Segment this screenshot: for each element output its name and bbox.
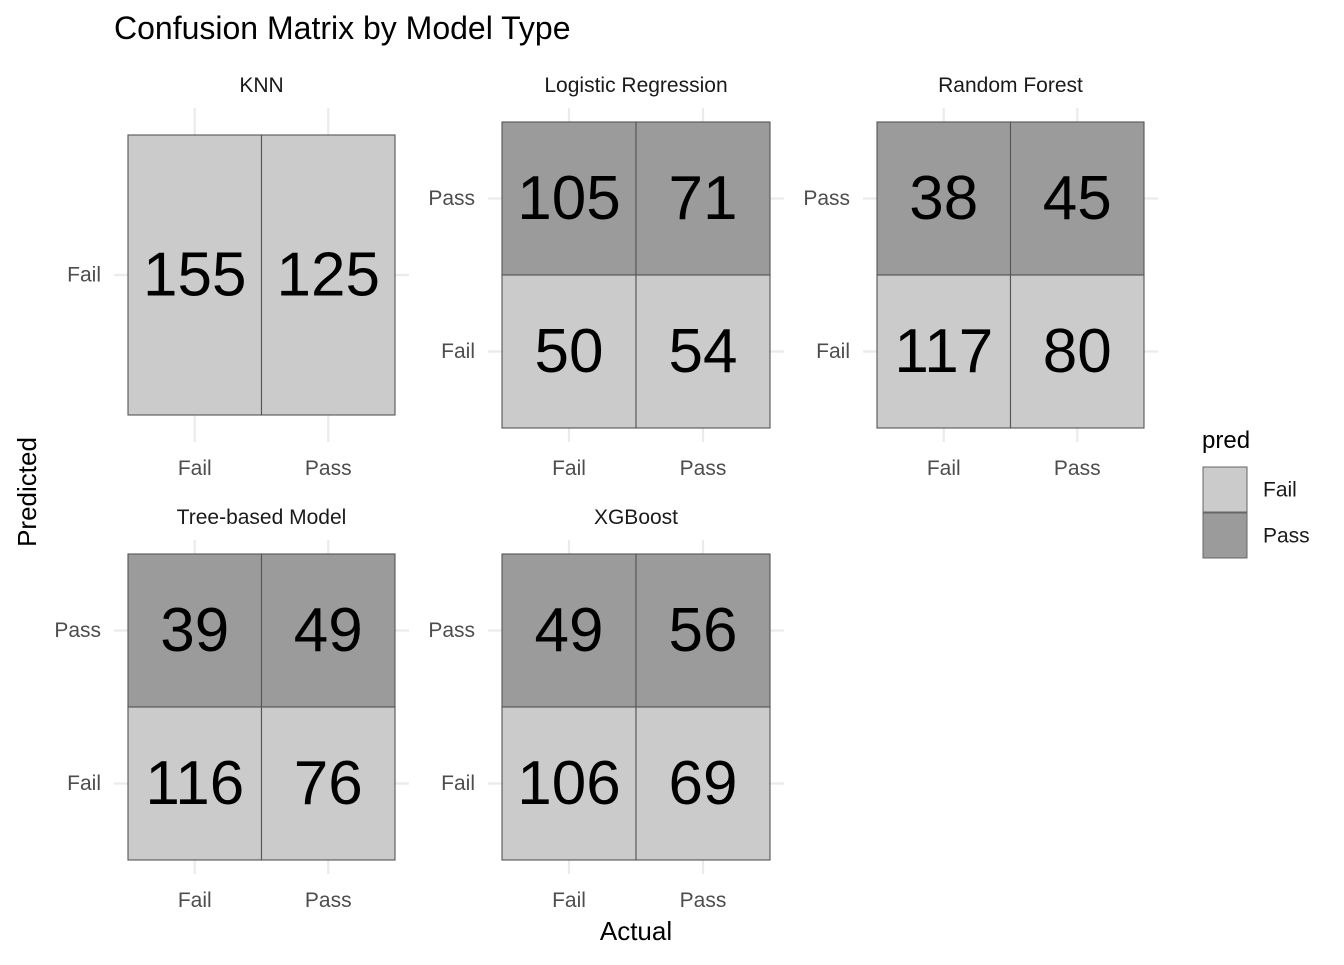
y-tick-label: Fail: [816, 340, 850, 363]
x-tick-label: Pass: [680, 457, 727, 480]
panel-xgboost: 49 56 106 69 XGBoost Fail Pass Fail Pass: [428, 506, 784, 912]
cell-pass-fail: [260, 706, 396, 861]
x-tick-label: Pass: [680, 889, 727, 912]
x-axis-label: Actual: [600, 916, 672, 946]
cell-fail-pass: [876, 121, 1012, 276]
cell-value-label: 125: [277, 241, 380, 310]
y-tick-label: Fail: [441, 772, 475, 795]
legend-title: pred: [1202, 427, 1250, 454]
x-tick-label: Pass: [1054, 457, 1101, 480]
cell-value-label: 50: [535, 317, 604, 386]
cell-pass-fail: [635, 274, 771, 429]
y-tick-label: Fail: [67, 264, 101, 287]
x-tick-label: Fail: [552, 889, 586, 912]
cell-pass-fail: [260, 134, 396, 416]
cell-value-label: 80: [1043, 317, 1112, 386]
cell-fail-fail: [876, 274, 1012, 429]
cell-value-label: 71: [669, 164, 738, 233]
cell-fail-fail: [501, 706, 637, 861]
facet-panels: 155 125 KNN Fail Pass Fail 105 71 50 54 Logistic R…: [54, 74, 1158, 912]
cell-pass-fail: [1009, 274, 1145, 429]
legend-key-fail: [1202, 466, 1248, 513]
facet-strip-label: XGBoost: [594, 506, 678, 529]
y-tick-label: Pass: [803, 187, 850, 210]
legend: pred Fail Pass: [1202, 427, 1310, 559]
facet-strip-label: Tree-based Model: [177, 506, 347, 529]
cell-fail-fail: [501, 274, 637, 429]
panel-tree-based-model: 39 49 116 76 Tree-based Model Fail Pass Fail Pas…: [54, 506, 409, 912]
cell-value-label: 45: [1043, 164, 1112, 233]
cell-value-label: 116: [145, 749, 244, 818]
legend-label-pass: Pass: [1263, 525, 1310, 548]
y-tick-label: Fail: [441, 340, 475, 363]
chart-title: Confusion Matrix by Model Type: [114, 10, 571, 46]
x-tick-label: Pass: [305, 889, 352, 912]
x-tick-label: Fail: [927, 457, 961, 480]
cell-pass-pass: [260, 553, 396, 708]
cell-pass-fail: [635, 706, 771, 861]
cell-value-label: 54: [669, 317, 738, 386]
x-tick-label: Fail: [178, 889, 212, 912]
y-tick-label: Fail: [67, 772, 101, 795]
cell-value-label: 76: [294, 749, 363, 818]
cell-pass-pass: [635, 121, 771, 276]
y-axis-label: Predicted: [12, 437, 42, 547]
facet-strip-label: Random Forest: [938, 74, 1083, 97]
y-tick-label: Pass: [428, 187, 475, 210]
cell-fail-fail: [127, 706, 263, 861]
cell-fail-pass: [501, 121, 637, 276]
panel-logistic-regression: 105 71 50 54 Logistic Regression Fail Pass Fail…: [428, 74, 784, 480]
x-tick-label: Fail: [552, 457, 586, 480]
cell-fail-pass: [501, 553, 637, 708]
cell-value-label: 105: [517, 164, 620, 233]
y-tick-label: Pass: [54, 619, 101, 642]
cell-fail-fail: [127, 134, 263, 416]
legend-key-pass: [1202, 512, 1248, 559]
cell-value-label: 155: [143, 241, 246, 310]
cell-value-label: 38: [909, 164, 978, 233]
panel-knn: 155 125 KNN Fail Pass Fail: [67, 74, 409, 480]
legend-label-fail: Fail: [1263, 479, 1297, 502]
cell-pass-pass: [1009, 121, 1145, 276]
cell-value-label: 69: [669, 749, 738, 818]
cell-fail-pass: [127, 553, 263, 708]
x-tick-label: Pass: [305, 457, 352, 480]
panel-random-forest: 38 45 117 80 Random Forest Fail Pass Fail Pass: [803, 74, 1158, 480]
cell-pass-pass: [635, 553, 771, 708]
cell-value-label: 49: [535, 596, 604, 665]
y-tick-label: Pass: [428, 619, 475, 642]
cell-value-label: 106: [517, 749, 620, 818]
cell-value-label: 117: [894, 317, 993, 386]
cell-value-label: 39: [160, 596, 229, 665]
x-tick-label: Fail: [178, 457, 212, 480]
facet-strip-label: Logistic Regression: [544, 74, 727, 97]
cell-value-label: 49: [294, 596, 363, 665]
cell-value-label: 56: [669, 596, 738, 665]
facet-strip-label: KNN: [239, 74, 283, 97]
